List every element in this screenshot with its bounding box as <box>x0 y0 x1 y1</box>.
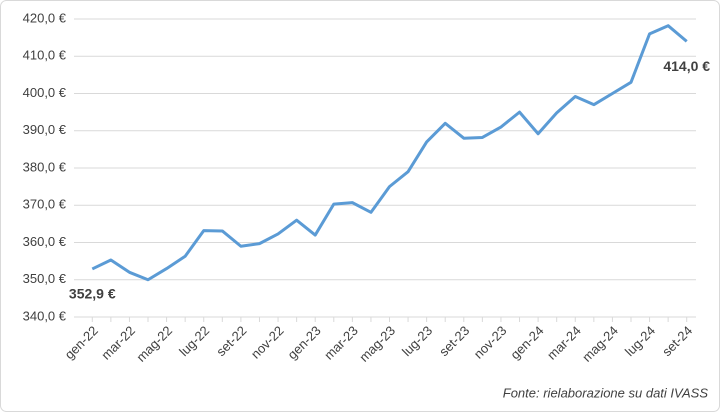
y-tick-label: 380,0 € <box>23 159 67 174</box>
data-label: 352,9 € <box>69 286 116 302</box>
data-label: 414,0 € <box>663 58 710 74</box>
source-note: Fonte: rielaborazione su dati IVASS <box>503 385 709 400</box>
y-tick-label: 340,0 € <box>23 308 67 323</box>
y-tick-label: 400,0 € <box>23 85 67 100</box>
y-tick-label: 370,0 € <box>23 197 67 212</box>
y-tick-label: 350,0 € <box>23 271 67 286</box>
y-tick-label: 420,0 € <box>23 10 67 25</box>
y-tick-label: 360,0 € <box>23 234 67 249</box>
y-tick-label: 390,0 € <box>23 122 67 137</box>
y-tick-label: 410,0 € <box>23 48 67 63</box>
data-line <box>91 24 688 282</box>
